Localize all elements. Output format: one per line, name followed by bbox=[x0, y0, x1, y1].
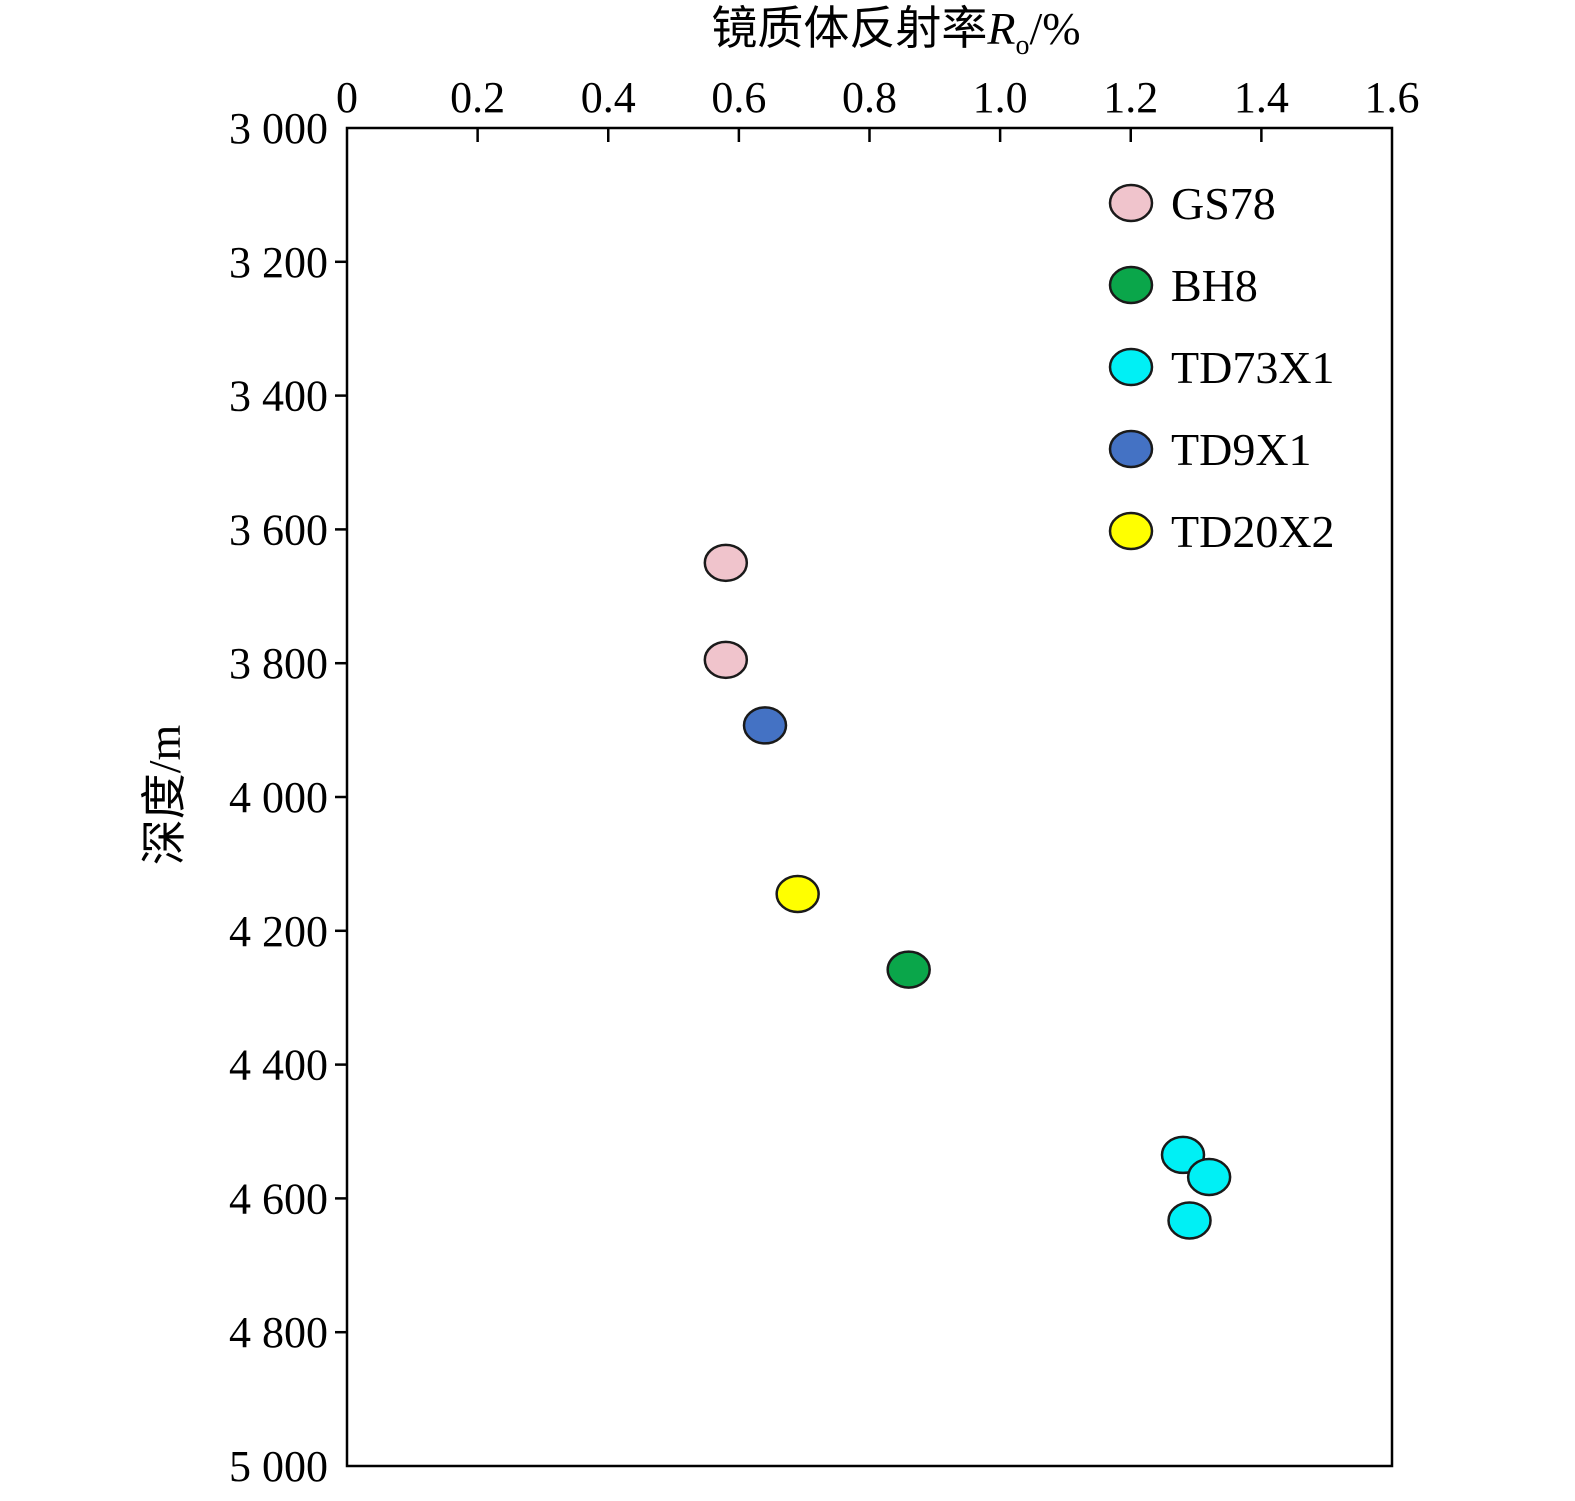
legend-label-bh8: BH8 bbox=[1171, 260, 1258, 311]
x-axis-title-unit: /% bbox=[1030, 3, 1081, 54]
data-point-td73x1 bbox=[1186, 1157, 1232, 1197]
x-axis-ticks: 0 0.2 0.4 0.6 0.8 1.0 1.2 1.4 1.6 bbox=[336, 73, 1420, 142]
y-tick-label: 4 800 bbox=[229, 1308, 328, 1357]
y-tick-label: 5 000 bbox=[229, 1442, 328, 1491]
data-point-bh8 bbox=[886, 950, 931, 989]
x-tick-label: 0.4 bbox=[581, 73, 636, 122]
data-points bbox=[703, 543, 1232, 1240]
data-point-gs78 bbox=[703, 640, 749, 680]
legend: GS78 BH8 TD73X1 TD9X1 TD20X2 bbox=[1108, 178, 1335, 557]
x-tick-label: 1.4 bbox=[1234, 73, 1289, 122]
x-tick-label: 1.0 bbox=[973, 73, 1028, 122]
x-axis-title-subscript: o bbox=[1016, 30, 1030, 61]
x-tick-label: 1.2 bbox=[1103, 73, 1158, 122]
y-axis-title: 深度/m bbox=[139, 725, 190, 866]
y-tick-label: 3 800 bbox=[229, 639, 328, 688]
legend-marker-bh8 bbox=[1108, 265, 1154, 305]
x-tick-label: 0.2 bbox=[450, 73, 505, 122]
legend-label-gs78: GS78 bbox=[1171, 178, 1276, 229]
legend-label-td20x2: TD20X2 bbox=[1171, 506, 1335, 557]
data-point-td20x2 bbox=[775, 874, 820, 914]
x-axis-title-main: 镜质体反射率 bbox=[711, 3, 987, 54]
x-axis-title: 镜质体反射率Ro/% bbox=[711, 3, 1080, 61]
data-point-td73x1 bbox=[1167, 1201, 1212, 1240]
y-tick-label: 3 600 bbox=[229, 505, 328, 554]
x-tick-label: 1.6 bbox=[1365, 73, 1420, 122]
x-tick-label: 0 bbox=[336, 73, 358, 122]
y-tick-label: 4 600 bbox=[229, 1174, 328, 1223]
y-tick-label: 4 000 bbox=[229, 773, 328, 822]
legend-marker-td20x2 bbox=[1108, 511, 1154, 551]
x-axis-title-symbol: R bbox=[986, 3, 1015, 54]
legend-label-td9x1: TD9X1 bbox=[1171, 424, 1312, 475]
data-point-td9x1 bbox=[742, 706, 788, 745]
y-tick-label: 4 200 bbox=[229, 907, 328, 956]
svg-text:镜质体反射率Ro/%: 镜质体反射率Ro/% bbox=[711, 3, 1080, 61]
y-tick-label: 3 000 bbox=[229, 104, 328, 153]
y-tick-label: 4 400 bbox=[229, 1041, 328, 1090]
legend-marker-td9x1 bbox=[1108, 429, 1154, 469]
y-tick-label: 3 200 bbox=[229, 238, 328, 287]
legend-marker-td73x1 bbox=[1108, 347, 1154, 387]
legend-marker-gs78 bbox=[1108, 183, 1154, 223]
legend-label-td73x1: TD73X1 bbox=[1171, 342, 1335, 393]
data-point-gs78 bbox=[703, 543, 749, 583]
x-tick-label: 0.6 bbox=[711, 73, 766, 122]
plot-area-frame bbox=[345, 126, 1394, 1468]
y-tick-label: 3 400 bbox=[229, 372, 328, 421]
y-axis-ticks: 3 000 3 200 3 400 3 600 3 800 4 000 4 200 4 400… bbox=[229, 104, 347, 1491]
x-tick-label: 0.8 bbox=[842, 73, 897, 122]
